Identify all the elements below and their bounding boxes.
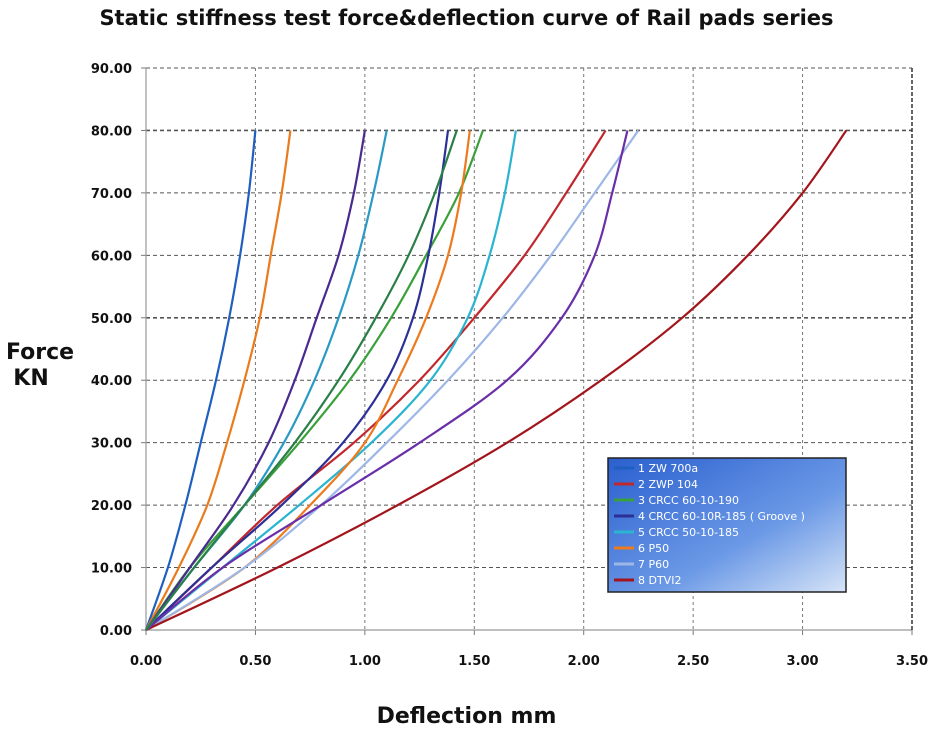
y-tick-label: 30.00 bbox=[91, 437, 132, 452]
y-tick-label: 50.00 bbox=[91, 312, 132, 327]
series-line-8 bbox=[145, 129, 848, 631]
y-tick-label: 90.00 bbox=[91, 62, 132, 77]
y-tick-label: 10.00 bbox=[91, 562, 132, 577]
x-axis-label: Deflection mm bbox=[376, 704, 557, 729]
y-tick-label: 70.00 bbox=[91, 187, 132, 202]
legend-label: 6 P50 bbox=[638, 542, 669, 555]
series-lines bbox=[144, 129, 848, 631]
x-tick-label: 1.50 bbox=[458, 654, 490, 669]
y-tick-label: 40.00 bbox=[91, 374, 132, 389]
x-tick-label: 3.50 bbox=[896, 654, 928, 669]
y-axis-label-line2: KN bbox=[13, 366, 49, 391]
legend-box bbox=[607, 457, 847, 593]
legend: 1 ZW 700a 2 ZWP 104 3 CRCC 60-10-190 4 CRCC… bbox=[607, 457, 847, 593]
y-tick-label: 60.00 bbox=[91, 249, 132, 264]
series-line-1 bbox=[144, 130, 257, 631]
series-line-3 bbox=[145, 130, 485, 631]
x-tick-label: 2.00 bbox=[568, 654, 600, 669]
series-line-7 bbox=[145, 129, 640, 631]
chart-title: Static stiffness test force&deflection c… bbox=[99, 6, 834, 30]
x-tick-label: 3.00 bbox=[787, 654, 819, 669]
series-line-10 bbox=[145, 130, 292, 631]
axes bbox=[141, 67, 913, 635]
series-line-13 bbox=[145, 130, 458, 631]
series-line-11 bbox=[145, 130, 366, 631]
x-tick-label: 1.00 bbox=[349, 654, 381, 669]
legend-label: 5 CRCC 50-10-185 bbox=[638, 526, 739, 539]
series-line-9 bbox=[145, 130, 629, 631]
x-tick-label: 0.00 bbox=[130, 654, 162, 669]
legend-label: 2 ZWP 104 bbox=[638, 478, 698, 491]
x-tick-label: 2.50 bbox=[677, 654, 709, 669]
legend-label: 4 CRCC 60-10R-185 ( Groove ) bbox=[638, 510, 805, 523]
series-line-5 bbox=[145, 130, 517, 631]
y-tick-label: 20.00 bbox=[91, 499, 132, 514]
y-tick-label: 80.00 bbox=[91, 124, 132, 139]
y-tick-label: 0.00 bbox=[100, 624, 132, 639]
series-line-4 bbox=[145, 130, 450, 631]
x-tick-label: 0.50 bbox=[239, 654, 271, 669]
legend-label: 3 CRCC 60-10-190 bbox=[638, 494, 739, 507]
legend-label: 1 ZW 700a bbox=[638, 462, 698, 475]
legend-label: 7 P60 bbox=[638, 558, 669, 571]
legend-label: 8 DTVI2 bbox=[638, 574, 681, 587]
tick-labels: 0.00 10.00 20.00 30.00 40.00 50.00 60.00 70.00 8… bbox=[91, 62, 928, 669]
